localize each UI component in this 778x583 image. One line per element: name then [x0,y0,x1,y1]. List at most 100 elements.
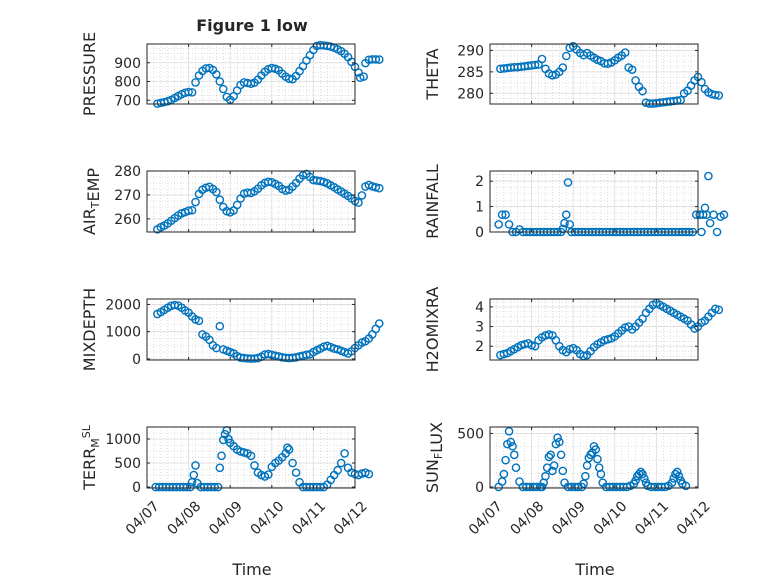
data-point [560,218,569,228]
data-point [189,470,199,480]
y-axis-label: SUNFLUX [423,422,446,493]
data-point [371,55,381,64]
subplot-theta: 280 285 290 THETA [423,41,724,108]
y-axis-label-part: T [89,201,102,209]
y-tick-label: 2000 [105,297,141,313]
data-point [187,205,197,215]
x-tick-label: 04/12 [674,498,714,538]
x-tick-label: 04/07 [123,498,163,538]
data-point [283,443,292,452]
y-tick-label: 1000 [105,325,141,341]
y-tick-label: 290 [457,43,484,59]
data-point [561,51,571,61]
y-tick-label: 500 [457,426,484,442]
data-point [184,206,193,216]
x-tick-label: 04/11 [289,498,329,538]
y-tick-label: 280 [457,86,484,102]
y-tick-label: 270 [114,188,141,204]
y-axis-label-part: AIR [80,208,99,235]
axes-box [146,426,356,489]
y-axis-label-part: M [89,438,102,448]
data-point [291,468,301,477]
data-point [213,482,223,492]
data-point [284,74,294,83]
data-point [681,481,691,491]
data-point [284,445,294,454]
y-axis-label-part: TERR [80,448,99,491]
series-markers [153,300,384,363]
y-tick-label: 500 [114,456,141,472]
data-point [232,200,242,210]
data-point [558,63,568,72]
series-markers [153,40,384,108]
data-point [548,466,557,476]
axes-box [489,426,699,489]
data-point [548,70,557,80]
data-point [509,450,519,460]
data-point [537,54,547,64]
axes-box [146,43,356,105]
series-markers [496,298,724,361]
data-point [634,469,644,479]
data-point [191,461,200,470]
data-point [288,458,297,468]
data-point [215,77,225,86]
data-point [555,437,564,447]
y-tick-label: 285 [457,65,484,81]
axes-box [146,298,356,361]
x-tick-label: 04/12 [331,498,371,538]
data-point [546,450,555,460]
data-point [281,186,290,195]
data-point [603,335,613,344]
y-tick-label: 0 [475,225,484,241]
y-tick-label: 2 [475,174,484,190]
data-point [586,450,595,460]
y-tick-label: 700 [114,93,141,109]
data-point [374,55,384,64]
y-axis-label: TERRMSL [80,424,102,491]
data-point [511,463,521,472]
data-point [504,220,514,229]
series-markers [151,426,374,492]
data-point [700,203,710,213]
data-point [620,48,630,57]
x-tick-label: 04/07 [466,498,506,538]
minor-grid [147,299,355,360]
data-point [194,316,204,326]
data-point [217,451,226,461]
data-point [667,478,677,487]
data-point [182,482,192,492]
x-axis-label-left: Time [231,560,271,579]
axes-box [489,298,699,361]
data-point [636,467,646,477]
x-tick-label: 04/10 [591,498,631,538]
data-point [581,471,590,481]
y-tick-label: 900 [114,56,141,72]
y-tick-label: 0 [132,480,141,496]
data-point [499,469,509,479]
data-point [711,304,720,314]
axes-box [489,43,699,105]
subplot-terrmsl: 0 500 1000 04/07 04/08 04/09 04/10 04/11 04/12 TE… [80,424,374,538]
minor-grid [490,171,698,233]
data-point [704,171,713,181]
data-point [212,187,221,197]
y-axis-label: PRESSURE [80,32,99,116]
minor-grid [147,426,355,488]
x-tick-label: 04/08 [508,498,548,538]
subplot-sunflux: 0 500 04/07 04/08 04/09 04/10 04/11 04/12 SUNFLU… [423,422,714,538]
y-axis-label: MIXDEPTH [80,288,99,371]
data-point [530,60,540,70]
data-point [170,300,180,310]
data-point [215,321,225,331]
figure-title: Figure 1 low [196,16,308,35]
data-point [638,469,647,479]
data-point [697,227,706,237]
data-point [504,426,514,436]
x-tick-label: 04/10 [248,498,288,538]
data-point [497,210,507,220]
data-point [639,474,649,483]
y-axis-label-part: PRESSURE [80,32,99,116]
data-point [674,471,684,481]
data-point [593,454,602,464]
